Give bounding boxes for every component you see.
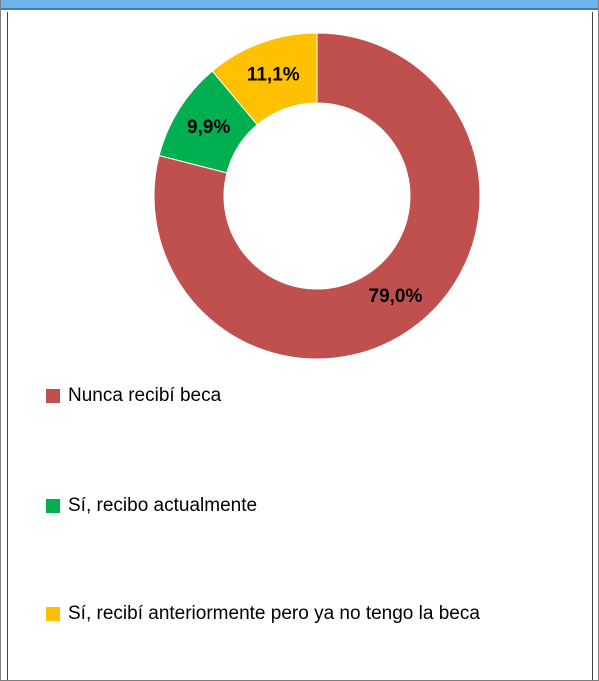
legend-swatch xyxy=(46,389,60,403)
slice xyxy=(153,32,481,360)
legend-swatch xyxy=(46,607,60,621)
legend-swatch xyxy=(46,499,60,513)
data-label: 9,9% xyxy=(187,117,230,138)
legend-label: Nunca recibí beca xyxy=(68,385,222,406)
data-label: 11,1% xyxy=(247,65,300,86)
legend-item: Sí, recibí anteriormente pero ya no teng… xyxy=(46,596,586,632)
slice xyxy=(211,32,318,126)
legend-label: Sí, recibo actualmente xyxy=(68,495,258,516)
legend-item: Sí, recibo actualmente xyxy=(46,488,586,524)
legend-label: Sí, recibí anteriormente pero ya no teng… xyxy=(68,603,480,624)
chart-area xyxy=(7,12,593,680)
title-bar xyxy=(1,0,598,10)
legend-item: Nunca recibí beca xyxy=(46,378,586,414)
data-label: 79,0% xyxy=(369,286,423,307)
